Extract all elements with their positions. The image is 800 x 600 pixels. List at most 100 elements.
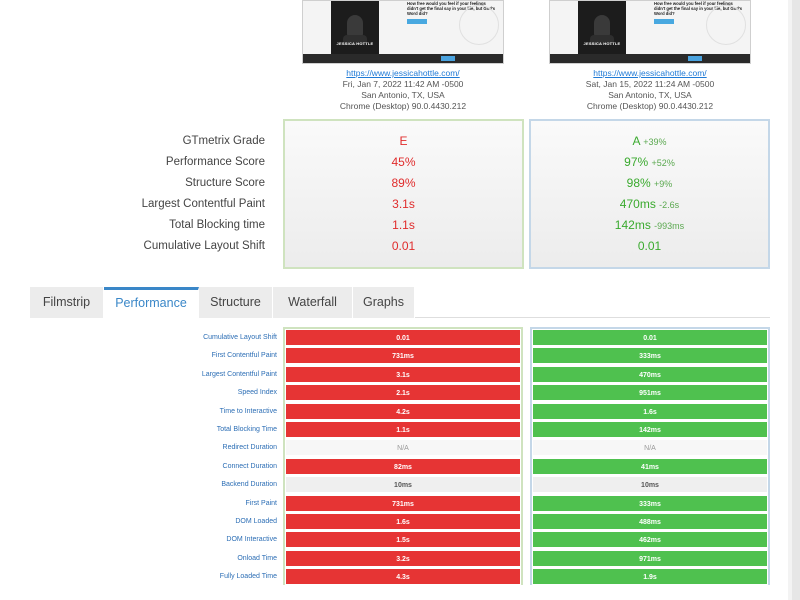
tab-graphs[interactable]: Graphs — [353, 287, 415, 318]
metric-value-left: 3.2s — [285, 549, 521, 567]
metric-value-right: 41ms — [532, 457, 768, 475]
tab-filmstrip[interactable]: Filmstrip — [30, 287, 104, 318]
metric-value-left: 2.1s — [285, 384, 521, 402]
table-row: Speed Index 2.1s 951ms — [30, 384, 770, 402]
metric-label[interactable]: First Contentful Paint — [211, 352, 277, 360]
table-row: Backend Duration 10ms 10ms — [30, 476, 770, 494]
report-location: San Antonio, TX, USA — [608, 90, 692, 100]
value: 98% — [626, 176, 651, 190]
metric-value-right: 462ms — [532, 531, 768, 549]
report-url-link[interactable]: https://www.jessicahottle.com/ — [593, 68, 707, 78]
metric-label[interactable]: Largest Contentful Paint — [201, 370, 277, 378]
table-row: First Contentful Paint 731ms 333ms — [30, 347, 770, 365]
summary-labels: GTmetrix Grade Performance Score Structu… — [60, 131, 265, 257]
metric-value-right: 470ms — [532, 365, 768, 383]
metric-value-left: 3.1s — [285, 365, 521, 383]
report-date: Sat, Jan 15, 2022 11:24 AM -0500 — [585, 79, 715, 89]
summary-label: Cumulative Layout Shift — [143, 240, 265, 252]
tab-structure[interactable]: Structure — [199, 287, 273, 318]
screenshot-figure — [343, 15, 367, 45]
metric-label[interactable]: Connect Duration — [222, 462, 277, 470]
tbt-value: 142ms -993ms — [531, 215, 768, 236]
metric-label[interactable]: Fully Loaded Time — [219, 573, 277, 581]
report-screenshot-left[interactable]: JESSICA HOTTLE How free would you feel i… — [302, 0, 504, 64]
report-browser: Chrome (Desktop) 90.0.4430.212 — [586, 101, 714, 111]
report-screenshot-right[interactable]: JESSICA HOTTLE How free would you feel i… — [549, 0, 751, 64]
table-row: Cumulative Layout Shift 0.01 0.01 — [30, 329, 770, 346]
screenshot-decoration — [706, 5, 746, 45]
metric-label[interactable]: DOM Loaded — [235, 518, 277, 525]
metric-value-right: N/A — [532, 439, 768, 457]
table-row: Onload Time 3.2s 971ms — [30, 549, 770, 567]
performance-score-value: 45% — [391, 155, 416, 169]
summary-label: Largest Contentful Paint — [141, 198, 265, 210]
summary-box-right: A +39% 97% +52% 98% +9% 470ms -2.6s 142m… — [529, 119, 770, 269]
metric-value-left: 0.01 — [285, 329, 521, 346]
gtmetrix-grade-value: A +39% — [531, 131, 768, 152]
metric-label[interactable]: Backend Duration — [221, 481, 277, 489]
value: 470ms — [619, 197, 656, 211]
delta: +9% — [654, 179, 673, 189]
summary-label: GTmetrix Grade — [182, 135, 265, 147]
metric-value-right: 488ms — [532, 513, 768, 530]
summary-label: Total Blocking time — [169, 219, 265, 231]
summary-box-left: E 45% 89% 3.1s 1.1s 0.01 — [283, 119, 524, 269]
metric-label[interactable]: DOM Interactive — [226, 536, 277, 544]
delta: -2.6s — [659, 200, 680, 210]
screenshot-cta — [407, 19, 427, 24]
metric-value-right: 333ms — [532, 494, 768, 512]
metric-label[interactable]: Onload Time — [237, 554, 277, 562]
report-url-link[interactable]: https://www.jessicahottle.com/ — [346, 68, 460, 78]
metric-value-left: 82ms — [285, 457, 521, 475]
metric-label[interactable]: Cumulative Layout Shift — [203, 334, 277, 341]
table-row: Connect Duration 82ms 41ms — [30, 457, 770, 475]
value: A — [632, 134, 640, 148]
metric-value-right: 1.9s — [532, 568, 768, 586]
table-row: Redirect Duration N/A N/A — [30, 439, 770, 457]
report-meta-right: https://www.jessicahottle.com/ Sat, Jan … — [549, 68, 751, 112]
metric-value-right: 951ms — [532, 384, 768, 402]
screenshot-cta — [654, 19, 674, 24]
table-row: First Paint 731ms 333ms — [30, 494, 770, 512]
screenshot-headline: How free would you feel if your feelings… — [407, 1, 496, 16]
table-row: DOM Loaded 1.6s 488ms — [30, 513, 770, 530]
screenshot-figure — [590, 15, 614, 45]
gtmetrix-grade-value: E — [399, 134, 408, 148]
metric-value-right: 10ms — [532, 476, 768, 494]
delta: +39% — [643, 137, 667, 147]
metric-value-left: 731ms — [285, 347, 521, 365]
structure-score-value: 98% +9% — [531, 173, 768, 194]
metric-label[interactable]: Redirect Duration — [222, 444, 277, 452]
metric-value-left: 1.6s — [285, 513, 521, 530]
report-browser: Chrome (Desktop) 90.0.4430.212 — [339, 101, 467, 111]
structure-score-value: 89% — [391, 176, 416, 190]
lcp-value: 470ms -2.6s — [531, 194, 768, 215]
metric-label[interactable]: Speed Index — [237, 389, 277, 397]
metric-label[interactable]: Total Blocking Time — [216, 426, 277, 433]
lcp-value: 3.1s — [392, 197, 415, 211]
metric-value-left: 4.2s — [285, 402, 521, 420]
tab-performance[interactable]: Performance — [104, 287, 199, 318]
metric-value-right: 333ms — [532, 347, 768, 365]
screenshot-caption: JESSICA HOTTLE — [336, 41, 374, 46]
screenshot-decoration — [459, 5, 499, 45]
tab-waterfall[interactable]: Waterfall — [273, 287, 353, 318]
report-tabs: Filmstrip Performance Structure Waterfal… — [30, 287, 770, 318]
metric-value-right: 971ms — [532, 549, 768, 567]
value: 0.01 — [637, 239, 662, 253]
metric-label[interactable]: Time to Interactive — [219, 407, 277, 415]
screenshot-footer-bar — [550, 54, 750, 63]
delta: -993ms — [654, 221, 685, 231]
metric-value-left: 731ms — [285, 494, 521, 512]
report-meta-left: https://www.jessicahottle.com/ Fri, Jan … — [302, 68, 504, 112]
metric-label[interactable]: First Paint — [245, 499, 277, 507]
summary-label: Structure Score — [185, 177, 265, 189]
delta: +52% — [651, 158, 675, 168]
page-edge-scroll-strip — [788, 0, 800, 600]
value: 142ms — [614, 218, 651, 232]
performance-score-value: 97% +52% — [531, 152, 768, 173]
report-location: San Antonio, TX, USA — [361, 90, 445, 100]
value: 97% — [624, 155, 649, 169]
table-row: Largest Contentful Paint 3.1s 470ms — [30, 365, 770, 383]
metric-value-left: N/A — [285, 439, 521, 457]
